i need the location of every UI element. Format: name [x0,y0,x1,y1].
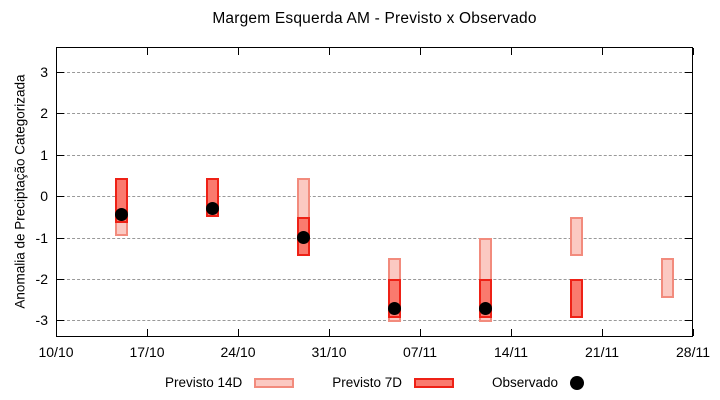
y-tick-label: -1 [35,229,48,246]
x-tick-mark [56,329,57,336]
y-tick-mark [57,113,64,115]
y-tick-mark-right [685,113,692,115]
x-tick-mark-top [238,48,239,55]
y-tick-label: 3 [40,63,48,80]
x-tick-label: 24/10 [220,344,256,360]
previsto-14d-bar [660,258,674,298]
observado-dot-icon [570,375,585,390]
x-tick-mark [147,329,148,336]
observado-point [387,301,401,315]
x-tick-mark-top [420,48,421,55]
previsto-7d-swatch-icon [414,377,455,388]
y-tick-mark-right [685,279,692,280]
y-gridline [57,279,692,280]
y-tick-label: 0 [40,188,48,205]
x-tick-label: 28/11 [676,344,710,360]
previsto-7d-bar [569,279,583,319]
y-tick-mark [57,196,64,198]
observado-point [205,202,219,216]
y-tick-mark [57,154,64,156]
y-tick-mark-right [685,71,692,73]
legend-label-previsto-7d: Previsto 7D [332,375,403,390]
x-tick-mark-top [511,48,512,55]
observado-point [296,231,310,245]
x-tick-mark [693,329,694,336]
y-gridline [57,237,692,239]
observado-point [114,208,128,222]
y-tick-mark-right [685,320,692,322]
y-gridline [57,196,692,198]
x-tick-mark [420,329,421,336]
y-tick-mark [57,71,64,73]
previsto-14d-bar [569,216,583,257]
x-tick-mark-top [602,48,603,55]
y-tick-label: 2 [40,105,48,122]
y-tick-mark-right [685,237,692,239]
y-tick-mark [57,279,64,280]
x-tick-mark [602,329,603,336]
legend-item-previsto-7d: Previsto 7D [332,375,455,390]
x-tick-mark-top [147,48,148,55]
previsto-14d-swatch-icon [254,377,295,388]
x-tick-label: 31/10 [311,344,347,360]
y-gridline [57,71,692,73]
x-tick-mark [511,329,512,336]
observado-point [478,301,492,315]
legend-item-previsto-14d: Previsto 14D [164,375,295,390]
legend: Previsto 14D Previsto 7D Observado [56,375,693,390]
plot-frame [56,47,693,337]
x-tick-mark-top [329,48,330,55]
y-tick-mark-right [685,196,692,198]
legend-label-previsto-14d: Previsto 14D [164,375,243,390]
y-gridline [57,154,692,156]
y-tick-label: 1 [40,146,48,163]
x-tick-mark-top [56,48,57,55]
x-tick-mark [238,329,239,336]
y-tick-mark [57,237,64,239]
y-tick-mark-right [685,154,692,156]
y-tick-label: -3 [35,312,48,329]
legend-item-observado: Observado [492,375,585,390]
x-tick-label: 07/11 [403,344,437,360]
y-gridline [57,113,692,115]
y-tick-mark [57,320,64,322]
legend-label-observado: Observado [492,375,559,390]
x-tick-mark-top [693,48,694,55]
x-tick-label: 14/11 [494,344,528,360]
x-tick-label: 21/11 [585,344,619,360]
x-tick-mark [329,329,330,336]
x-tick-label: 10/10 [38,344,74,360]
x-tick-label: 17/10 [129,344,165,360]
y-tick-label: -2 [35,271,48,287]
y-gridline [57,320,692,322]
chart-title: Margem Esquerda AM - Previsto x Observad… [212,10,537,27]
